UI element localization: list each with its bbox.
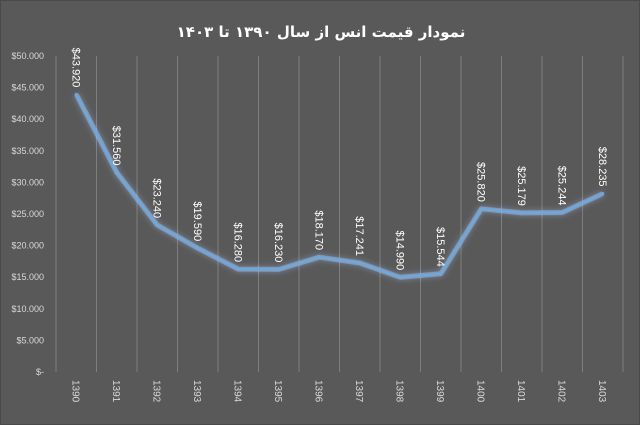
y-tick-label: $45.000 — [11, 83, 44, 93]
y-tick-label: $5.000 — [16, 335, 44, 345]
data-point — [277, 267, 281, 271]
y-tick-label: $25.000 — [11, 209, 44, 219]
x-tick-label: 1391 — [110, 380, 121, 403]
data-point — [155, 223, 159, 227]
x-tick-label: 1394 — [231, 380, 242, 403]
data-label: $16.280 — [231, 222, 243, 262]
x-axis: 1390 1391 1392 1393 1394 1395 1396 1397 1398 1399… — [69, 380, 607, 403]
data-label: $14.990 — [393, 230, 405, 270]
y-tick-label: $30.000 — [11, 177, 44, 187]
x-tick-label: 1396 — [312, 380, 323, 403]
data-label: $31.560 — [110, 126, 122, 166]
data-point — [479, 207, 483, 211]
x-tick-label: 1393 — [191, 380, 202, 403]
data-label: $28.235 — [596, 147, 608, 187]
data-point — [358, 261, 362, 265]
x-tick-label: 1402 — [555, 380, 566, 403]
y-tick-label: $20.000 — [11, 241, 44, 251]
x-tick-label: 1395 — [272, 380, 283, 403]
y-axis: $- $5.000 $10.000 $15.000 $20.000 $25.000 $30.… — [11, 51, 44, 377]
data-point — [601, 192, 605, 196]
data-label: $18.170 — [312, 210, 324, 250]
data-label: $17.241 — [353, 216, 365, 256]
data-point — [439, 272, 443, 276]
chart-title: نمودار قیمت انس از سال ۱۳۹۰ تا ۱۴۰۳ — [177, 23, 466, 41]
data-label: $43.920 — [69, 48, 81, 88]
data-point — [398, 275, 402, 279]
data-label: $16.230 — [272, 223, 284, 263]
data-label: $23.240 — [150, 178, 162, 218]
data-point — [317, 255, 321, 259]
x-tick-label: 1401 — [515, 380, 526, 403]
data-labels: $43.920 $31.560 $23.240 $19.590 $16.280 $16.2… — [69, 48, 608, 271]
data-point — [560, 210, 564, 214]
data-point — [236, 267, 240, 271]
y-tick-label: $10.000 — [11, 304, 44, 314]
x-tick-label: 1403 — [596, 380, 607, 403]
y-tick-label: $- — [36, 367, 44, 377]
x-tick-label: 1400 — [474, 380, 485, 403]
series-line — [75, 93, 604, 279]
y-tick-label: $35.000 — [11, 146, 44, 156]
x-tick-label: 1398 — [393, 380, 404, 403]
data-point — [520, 211, 524, 215]
data-label: $25.179 — [515, 166, 527, 206]
y-tick-label: $50.000 — [11, 51, 44, 61]
x-tick-label: 1397 — [353, 380, 364, 403]
data-label: $15.544 — [434, 227, 446, 267]
data-label: $25.244 — [555, 166, 567, 206]
series-line-group — [74, 92, 605, 280]
y-tick-label: $40.000 — [11, 114, 44, 124]
x-tick-label: 1392 — [150, 380, 161, 403]
y-tick-label: $15.000 — [11, 272, 44, 282]
data-label: $25.820 — [474, 162, 486, 202]
data-point — [74, 92, 78, 96]
data-point — [196, 246, 200, 250]
x-tick-label: 1399 — [434, 380, 445, 403]
data-label: $19.590 — [191, 201, 203, 241]
data-point — [115, 171, 119, 175]
x-tick-label: 1390 — [69, 380, 80, 403]
